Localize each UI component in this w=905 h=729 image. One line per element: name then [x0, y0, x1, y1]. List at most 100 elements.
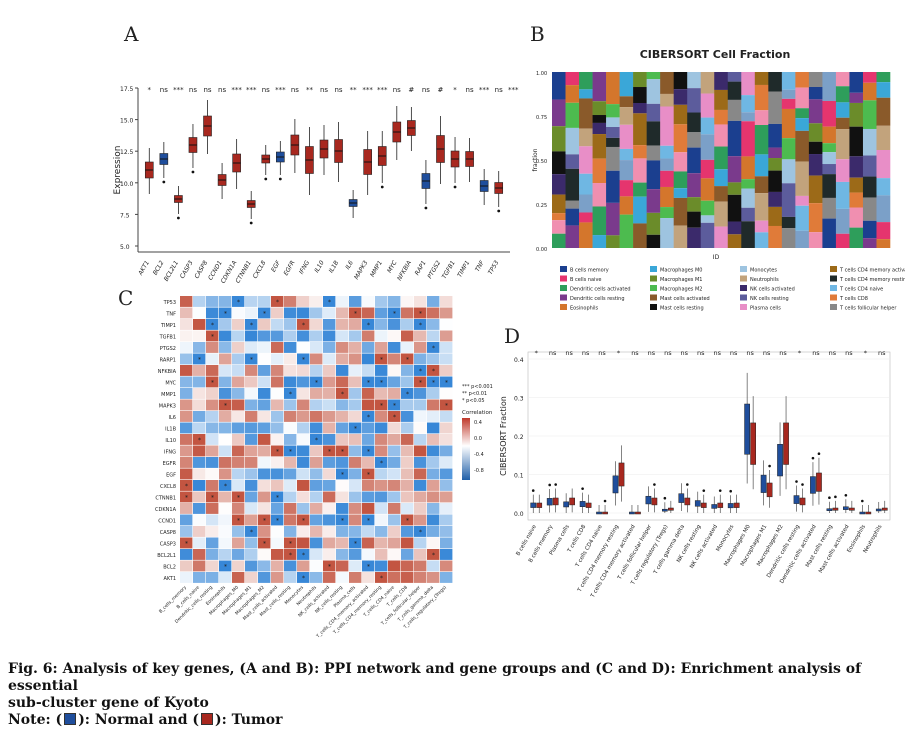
d-outlier — [828, 496, 831, 500]
b-stack-segment — [552, 220, 566, 234]
c-heat-cell — [388, 422, 401, 434]
d-box — [612, 475, 619, 494]
b-stack-segment — [714, 201, 729, 227]
c-heat-cell — [336, 307, 349, 319]
c-heat-cell — [414, 319, 427, 330]
c-heat-cell — [245, 526, 258, 537]
c-heat-cell — [310, 319, 323, 330]
a-signif-label: ns — [189, 86, 197, 94]
d-box — [530, 502, 537, 508]
b-stack-segment — [862, 197, 877, 221]
c-heat-cell — [180, 537, 193, 549]
b-stack-segment — [552, 233, 566, 248]
c-heat-cell — [245, 491, 258, 503]
c-heat-cell — [349, 503, 362, 514]
c-cell-sig: * — [276, 449, 279, 456]
d-outlier — [548, 483, 551, 487]
c-heat-cell — [206, 491, 219, 503]
c-heat-cell — [193, 365, 206, 376]
b-stack-segment — [565, 72, 580, 86]
c-heat-cell — [232, 365, 245, 376]
c-heat-cell — [180, 353, 193, 365]
c-heat-cell — [362, 399, 375, 411]
c-cell-sig: * — [445, 403, 448, 410]
b-stack-segment — [822, 174, 837, 198]
c-heat-cell — [336, 537, 349, 549]
c-heat-cell — [427, 330, 440, 342]
c-heat-cell — [336, 572, 349, 583]
c-heat-cell — [310, 480, 323, 491]
c-heat-cell — [349, 549, 362, 560]
c-heat-cell — [310, 491, 323, 503]
c-heat-cell — [193, 330, 206, 342]
c-heat-cell — [219, 549, 232, 560]
b-ytick-label: 1.00 — [536, 71, 547, 77]
c-heat-cell — [297, 422, 310, 434]
d-box — [783, 422, 789, 465]
b-stack-segment — [768, 147, 783, 159]
d-box — [536, 502, 543, 508]
c-cell-sig: * — [367, 414, 370, 421]
b-stack-segment — [849, 156, 864, 178]
c-heat-cell — [323, 491, 336, 503]
b-legend-swatch — [740, 275, 747, 282]
c-heat-cell — [180, 491, 193, 503]
b-stack-segment — [673, 72, 688, 90]
b-legend-label: NK cells resting — [750, 296, 789, 302]
b-legend-swatch — [650, 266, 657, 272]
c-heat-cell — [323, 445, 336, 457]
c-heat-cell — [284, 365, 297, 376]
c-heat-cell — [323, 537, 336, 549]
c-heat-cell — [375, 330, 388, 342]
c-heat-cell — [440, 480, 453, 491]
d-box — [744, 403, 750, 455]
c-cell-sig: * — [250, 322, 253, 329]
d-box — [569, 497, 575, 506]
d-outlier — [663, 496, 667, 500]
c-heat-cell — [414, 399, 427, 411]
c-heat-cell — [375, 468, 388, 480]
c-heat-cell — [284, 342, 297, 353]
c-cell-sig: * — [263, 518, 266, 525]
d-signif-label: * — [617, 349, 621, 357]
b-stack-segment — [673, 104, 688, 125]
d-outlier — [702, 489, 706, 492]
c-cell-sig: * — [289, 552, 292, 559]
d-signif-label: ns — [730, 349, 738, 357]
b-stack-segment — [768, 225, 783, 248]
b-stack-segment — [700, 117, 715, 135]
c-cell-sig: * — [198, 357, 201, 364]
c-heat-cell — [362, 319, 375, 330]
c-heat-cell — [180, 376, 193, 388]
d-signif-label: * — [798, 349, 802, 357]
c-heat-cell — [427, 411, 440, 422]
c-heat-cell — [193, 480, 206, 491]
c-heat-cell — [245, 307, 258, 319]
c-row-label: CTNNB1 — [155, 496, 176, 502]
b-stack-segment — [646, 121, 661, 146]
c-heat-cell — [219, 468, 232, 480]
c-heat-cell — [219, 491, 232, 503]
b-stack-segment — [822, 126, 837, 144]
c-heat-cell — [388, 330, 401, 342]
d-box — [832, 507, 839, 511]
a-signif-label: *** — [508, 86, 519, 94]
b-legend-label: T cells CD4 naive — [839, 287, 883, 293]
b-xlabel: ID — [713, 254, 720, 261]
d-box — [881, 507, 888, 511]
c-heat-cell — [297, 411, 310, 422]
c-heat-cell — [336, 480, 349, 491]
c-cell-sig: * — [419, 380, 422, 387]
c-heat-cell — [258, 296, 271, 307]
b-stack-segment — [768, 123, 783, 148]
c-heat-cell — [271, 445, 284, 457]
b-stack-segment — [646, 72, 661, 80]
b-stack-segment — [727, 120, 742, 157]
d-box — [618, 462, 625, 487]
d-signif-label: ns — [697, 349, 705, 357]
b-stack-segment — [822, 143, 837, 153]
d-box — [733, 502, 740, 508]
c-cell-sig: * — [367, 518, 370, 525]
c-heat-cell — [193, 342, 206, 353]
c-heat-cell — [219, 526, 232, 537]
